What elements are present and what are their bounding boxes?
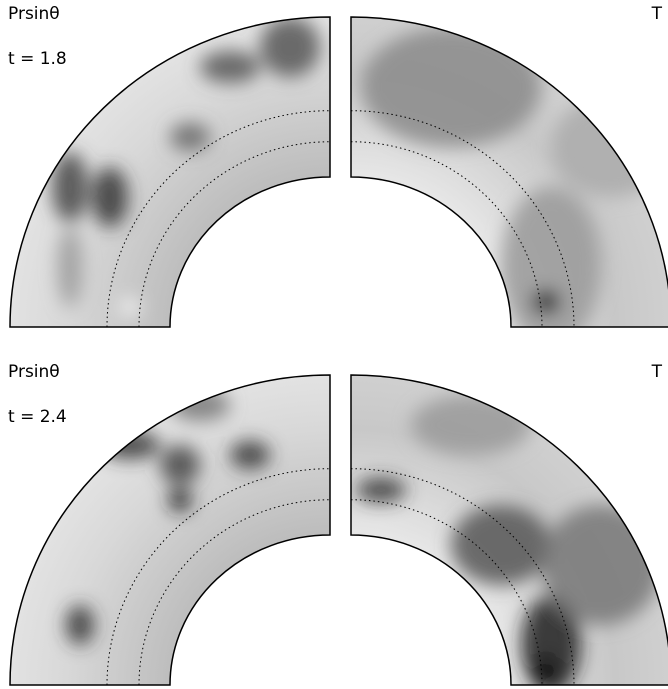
shade-blob	[52, 152, 88, 222]
panel-row: Prsinθ Tt = 2.4	[8, 362, 668, 689]
shade-blob	[160, 445, 200, 485]
time-label: t = 2.4	[8, 407, 67, 427]
contour-image	[351, 375, 668, 689]
shade-blob	[541, 505, 661, 625]
shade-blob	[100, 431, 160, 459]
shade-blob	[260, 17, 320, 77]
panel-label: T	[651, 4, 663, 24]
panel-label: T	[651, 362, 663, 382]
shade-blob	[361, 27, 541, 147]
shade-blob	[536, 656, 556, 684]
contour-image	[351, 17, 668, 347]
shade-blob	[551, 97, 668, 197]
shade-blob	[170, 123, 210, 151]
shade-blob	[356, 478, 406, 502]
shade-blob	[501, 187, 601, 347]
shade-blob	[92, 167, 128, 227]
shade-blob	[168, 488, 192, 512]
shade-blob	[58, 227, 82, 307]
shade-blob	[120, 299, 140, 315]
shade-blob	[200, 51, 260, 83]
shade-blob	[451, 505, 551, 585]
time-label: t = 1.8	[8, 49, 67, 69]
shade-blob	[411, 395, 531, 455]
shade-blob	[66, 605, 94, 645]
shade-blob	[532, 290, 560, 314]
panel-label: Prsinθ	[8, 4, 60, 24]
panel-label: Prsinθ	[8, 362, 60, 382]
figure: Prsinθ Tt = 1.8 Prsinθ Tt = 2.4	[0, 0, 668, 689]
shade-blob	[230, 441, 270, 469]
panel-row: Prsinθ Tt = 1.8	[8, 4, 668, 347]
